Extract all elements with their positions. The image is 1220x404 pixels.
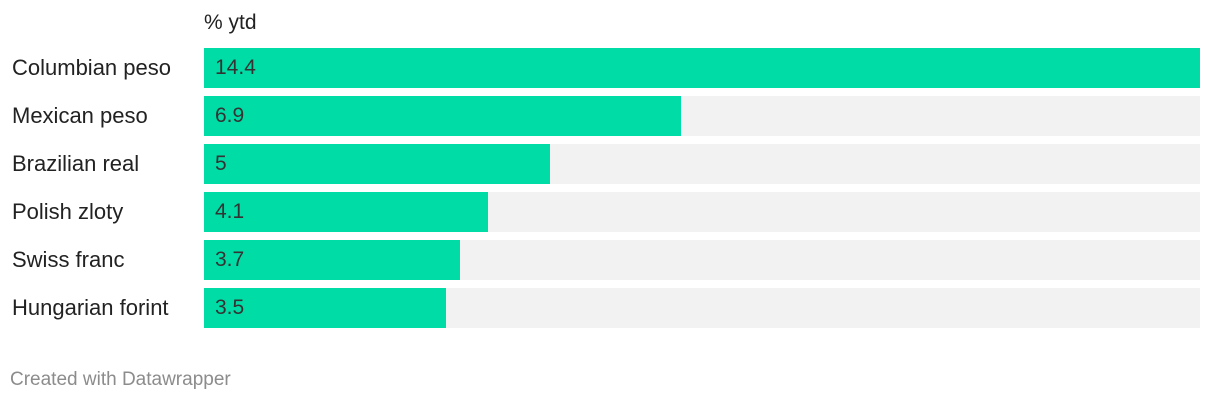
bar (204, 192, 488, 232)
bar (204, 144, 550, 184)
bar-value-label: 4.1 (215, 200, 245, 223)
bar-row: Brazilian real 5 (0, 144, 1200, 184)
bar-track: 4.1 (204, 192, 1200, 232)
category-label: Mexican peso (12, 103, 148, 128)
bar-track: 3.7 (204, 240, 1200, 280)
bar-track: 14.4 (204, 48, 1200, 88)
bar-value-label: 3.5 (215, 296, 245, 319)
bar-track: 3.5 (204, 288, 1200, 328)
column-header: % ytd (204, 11, 257, 34)
footer-credit[interactable]: Created with Datawrapper (10, 369, 231, 390)
bar (204, 288, 446, 328)
bar (204, 48, 1200, 88)
bar-row: Hungarian forint 3.5 (0, 288, 1200, 328)
bar-value-label: 6.9 (215, 104, 245, 127)
category-label: Columbian peso (12, 55, 171, 80)
bar (204, 240, 460, 280)
category-label: Swiss franc (12, 247, 125, 272)
bar-row: Polish zloty 4.1 (0, 192, 1200, 232)
bar-track: 5 (204, 144, 1200, 184)
bar-row: Columbian peso 14.4 (0, 48, 1200, 88)
bar-value-label: 14.4 (215, 56, 256, 79)
bar-row: Swiss franc 3.7 (0, 240, 1200, 280)
category-label: Hungarian forint (12, 295, 169, 320)
category-label: Polish zloty (12, 199, 124, 224)
bar-row: Mexican peso 6.9 (0, 96, 1200, 136)
bar-track: 6.9 (204, 96, 1200, 136)
category-label: Brazilian real (12, 151, 140, 176)
bar (204, 96, 681, 136)
bar-value-label: 5 (215, 152, 227, 175)
bar-value-label: 3.7 (215, 248, 245, 271)
